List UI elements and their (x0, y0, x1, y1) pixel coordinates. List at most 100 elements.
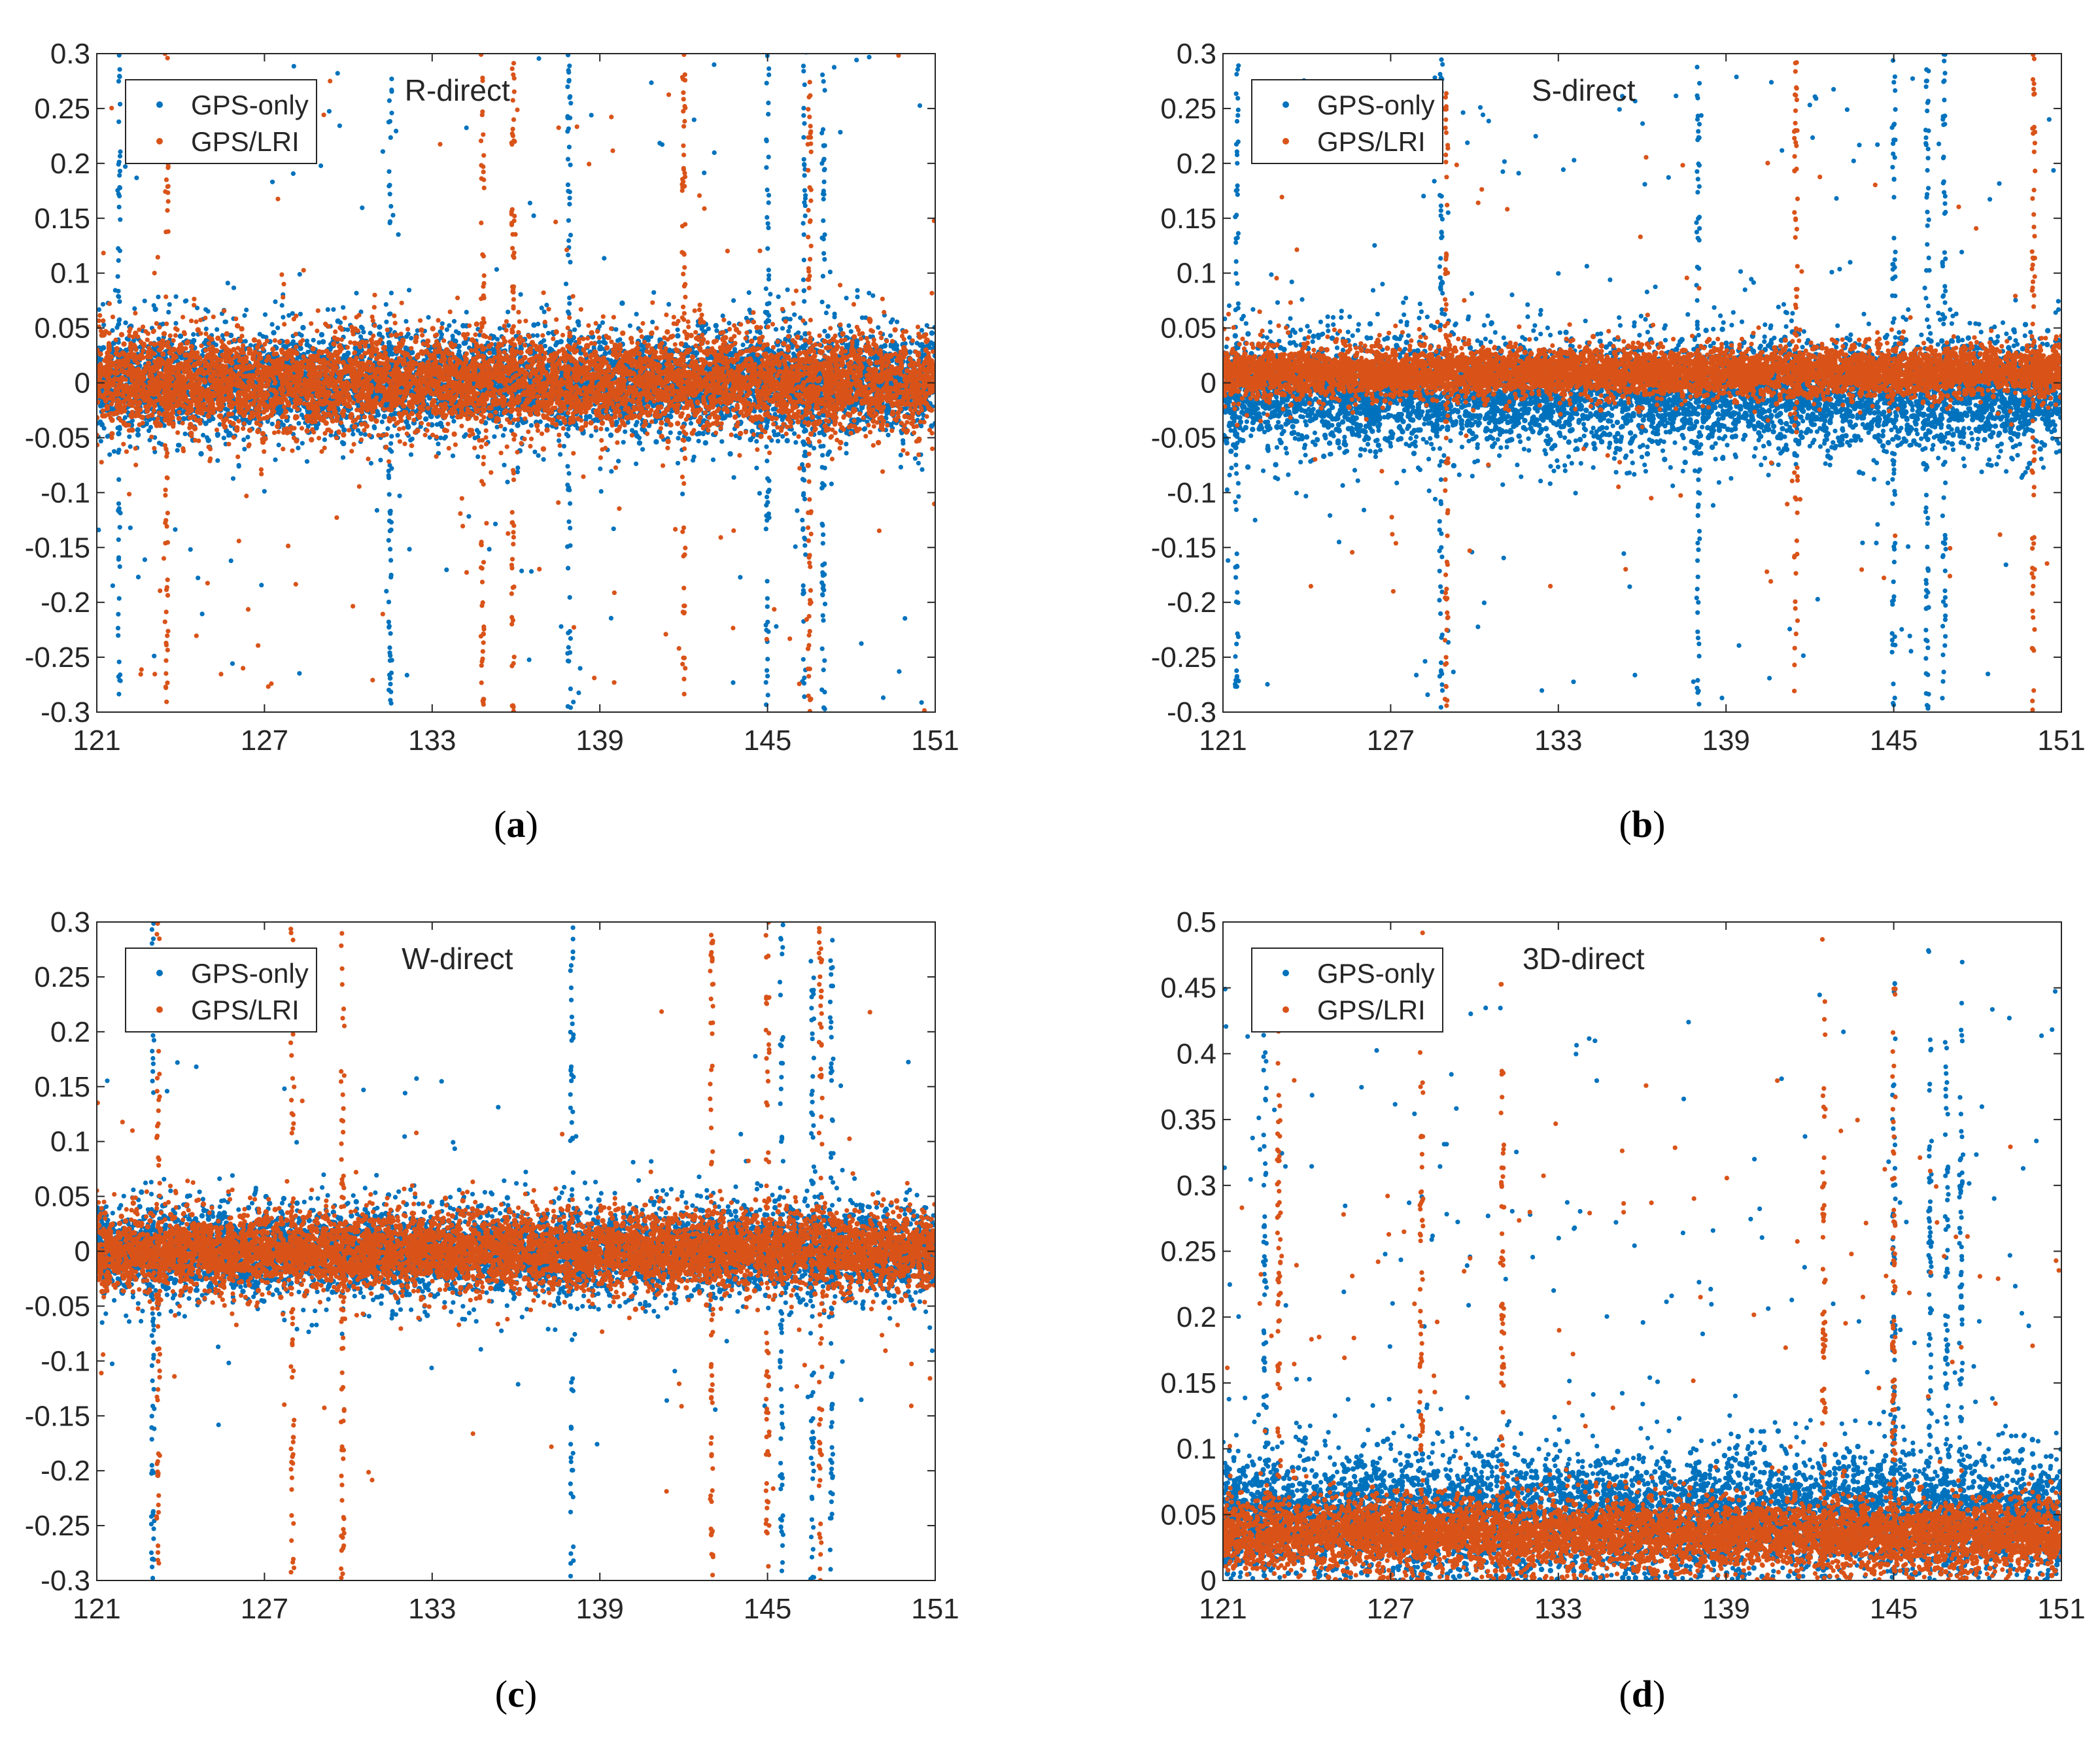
data-point (793, 544, 798, 549)
data-point (539, 305, 544, 311)
data-point (98, 439, 103, 444)
data-point (148, 424, 153, 430)
spike-point (568, 101, 574, 106)
data-point (196, 575, 201, 581)
data-point (838, 129, 843, 135)
spike-point (387, 462, 392, 468)
spike-point (388, 135, 393, 140)
data-point (107, 452, 112, 457)
data-point (383, 302, 388, 307)
data-point (305, 349, 311, 355)
spike-point (763, 526, 768, 532)
data-point (451, 418, 456, 424)
data-point (122, 415, 128, 420)
data-point (135, 574, 141, 580)
data-point (443, 434, 449, 439)
spike-point (566, 309, 571, 315)
data-point (640, 447, 645, 452)
data-point (384, 589, 389, 594)
data-point (404, 672, 409, 678)
data-point (273, 457, 278, 462)
spike-point (116, 258, 121, 263)
data-point (792, 312, 797, 317)
data-point (464, 125, 469, 131)
spike-point (765, 500, 770, 505)
spike-point (821, 583, 826, 588)
core-point (675, 333, 681, 339)
data-point (600, 320, 606, 325)
data-point (438, 435, 443, 441)
spike-point (821, 532, 826, 538)
spike-point (765, 604, 770, 609)
core-point (652, 418, 659, 424)
spike-point (822, 143, 827, 148)
spike-point (388, 203, 394, 209)
data-point (650, 319, 655, 325)
spike-point (389, 658, 394, 663)
data-point (780, 434, 785, 439)
spike-point (765, 424, 770, 429)
data-point (886, 432, 891, 437)
data-point (166, 309, 171, 315)
spike-point (766, 112, 771, 117)
spike-point (116, 78, 122, 84)
spike-point (115, 274, 120, 279)
spike-point (386, 619, 392, 624)
data-point (775, 439, 781, 444)
spike-point (387, 528, 392, 534)
data-point (173, 320, 179, 326)
data-point (331, 307, 336, 312)
spike-point (566, 78, 572, 84)
data-point (217, 422, 222, 427)
data-point (156, 336, 162, 341)
spike-point (802, 213, 808, 218)
spike-point (566, 126, 572, 131)
data-point (97, 357, 102, 362)
data-point (609, 469, 614, 474)
data-point (589, 433, 594, 439)
core-point (181, 416, 187, 422)
data-point (625, 420, 630, 425)
data-point (355, 428, 361, 433)
data-point (538, 419, 543, 424)
data-point (754, 439, 759, 444)
data-point (351, 432, 356, 437)
data-point (326, 109, 332, 114)
data-point (279, 303, 284, 308)
data-point (608, 615, 614, 621)
spike-point (116, 611, 121, 617)
data-point (296, 420, 301, 426)
spike-point (387, 182, 392, 188)
spike-point (800, 492, 806, 498)
spike-point (819, 161, 825, 166)
data-point (634, 311, 639, 316)
data-point (132, 306, 137, 311)
data-point (297, 671, 302, 676)
spike-point (568, 232, 574, 238)
data-point (907, 335, 912, 340)
data-point (558, 452, 563, 457)
data-point (494, 267, 500, 272)
spike-point (801, 135, 806, 140)
spike-point (566, 54, 571, 58)
data-point (539, 340, 544, 345)
spike-point (800, 423, 806, 429)
data-point (576, 690, 581, 696)
spike-point (387, 492, 392, 497)
data-point (613, 327, 619, 332)
spike-point (764, 444, 769, 449)
data-point (111, 449, 117, 454)
spike-point (766, 66, 772, 71)
data-point (855, 288, 860, 293)
data-point (167, 302, 172, 307)
data-point (557, 438, 562, 443)
data-point (182, 431, 188, 437)
data-point (362, 432, 368, 437)
spike-point (387, 519, 392, 524)
data-point (731, 298, 736, 303)
data-point (492, 521, 498, 526)
spike-point (566, 519, 572, 524)
data-point (786, 328, 791, 333)
spike-point (819, 521, 825, 526)
core-point (116, 431, 122, 437)
